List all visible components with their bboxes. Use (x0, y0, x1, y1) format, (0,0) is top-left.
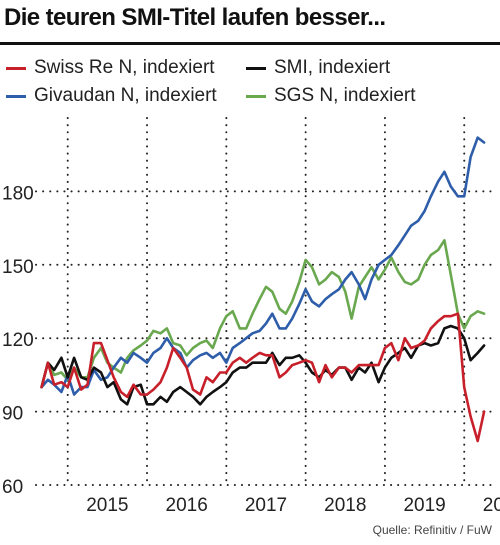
legend-item-smi: SMI, indexiert (246, 57, 390, 79)
legend-label-smi: SMI, indexiert (274, 57, 391, 78)
legend-swatch-givaudan (6, 94, 26, 98)
x-tick-label-2016: 2016 (166, 495, 208, 516)
chart-title: Die teuren SMI-Titel laufen besser... (4, 4, 386, 31)
legend-swatch-sgs (246, 94, 266, 98)
y-tick-label-150: 150 (2, 257, 34, 278)
legend-item-sgs: SGS N, indexiert (246, 85, 416, 107)
x-tick-label-2017: 2017 (245, 495, 287, 516)
x-tick-label-2019: 2019 (403, 495, 445, 516)
legend-label-givaudan: Givaudan N, indexiert (34, 85, 217, 106)
legend-item-givaudan: Givaudan N, indexiert (6, 85, 217, 107)
series-line-sgs (40, 239, 486, 389)
legend-swatch-swiss-re (6, 66, 26, 70)
y-tick-label-120: 120 (2, 330, 34, 351)
series-line-givaudan (40, 136, 486, 396)
legend-item-swiss-re: Swiss Re N, indexiert (6, 57, 215, 79)
series-line-smi (40, 324, 486, 406)
legend-label-sgs: SGS N, indexiert (274, 85, 416, 106)
legend-label-swiss-re: Swiss Re N, indexiert (34, 57, 215, 78)
x-tick-label-2020: 2020 (483, 495, 500, 516)
y-tick-label-180: 180 (2, 183, 34, 204)
y-tick-label-60: 60 (2, 477, 23, 498)
series-line-swiss-re (40, 312, 486, 443)
legend-swatch-smi (246, 66, 266, 70)
x-tick-label-2015: 2015 (86, 495, 128, 516)
y-tick-label-90: 90 (2, 404, 23, 425)
x-tick-label-2018: 2018 (324, 495, 366, 516)
title-rule (0, 42, 500, 45)
source-note: Quelle: Refinitiv / FuW (372, 523, 492, 537)
